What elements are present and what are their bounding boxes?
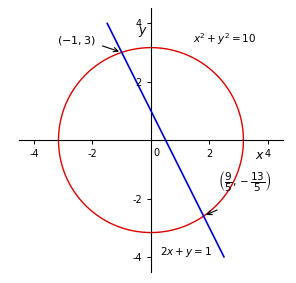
- Text: 0: 0: [153, 148, 160, 158]
- Text: $2x + y = 1$: $2x + y = 1$: [160, 245, 212, 259]
- Text: $(-1,3)$: $(-1,3)$: [57, 34, 96, 47]
- Text: $\left(\dfrac{9}{5},-\dfrac{13}{5}\right)$: $\left(\dfrac{9}{5},-\dfrac{13}{5}\right…: [218, 168, 272, 194]
- Text: x: x: [255, 149, 263, 162]
- Text: y: y: [138, 24, 146, 37]
- Text: $x^2 + y^2 = 10$: $x^2 + y^2 = 10$: [193, 31, 257, 47]
